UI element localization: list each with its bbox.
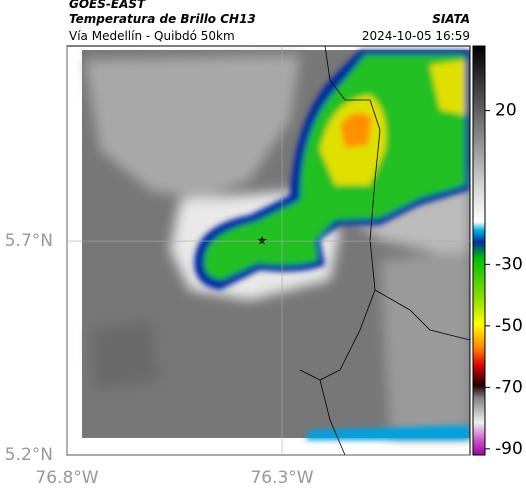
satellite-image: ★ [67, 46, 470, 455]
datetime: 2024-10-05 16:59 [362, 29, 470, 43]
product: Temperatura de Brillo CH13 [69, 12, 256, 26]
y-tick-label: 5.2°N [5, 445, 53, 465]
colorbar-tick-label: -50 [495, 316, 523, 336]
source: SIATA [432, 12, 470, 26]
colorbar-tick-label: 20 [495, 101, 517, 121]
y-tick-label: 5.7°N [5, 231, 53, 251]
colorbar-tick-label: -30 [495, 254, 523, 274]
colorbar-tick-label: -70 [495, 377, 523, 397]
colorbar-tick-label: -90 [495, 439, 523, 459]
axes: 76.8°W 76.3°W 5.2°N 5.7°N 20 -30 -50 -70 -90 [5, 46, 523, 488]
region: Vía Medellín - Quibdó 50km [69, 29, 235, 43]
satellite: GOES-EAST [69, 0, 146, 11]
location-marker: ★ [257, 234, 268, 248]
boundaries [299, 46, 470, 455]
x-tick-label: 76.3°W [250, 468, 313, 488]
x-tick-label: 76.8°W [35, 468, 98, 488]
colorbar [472, 45, 486, 456]
